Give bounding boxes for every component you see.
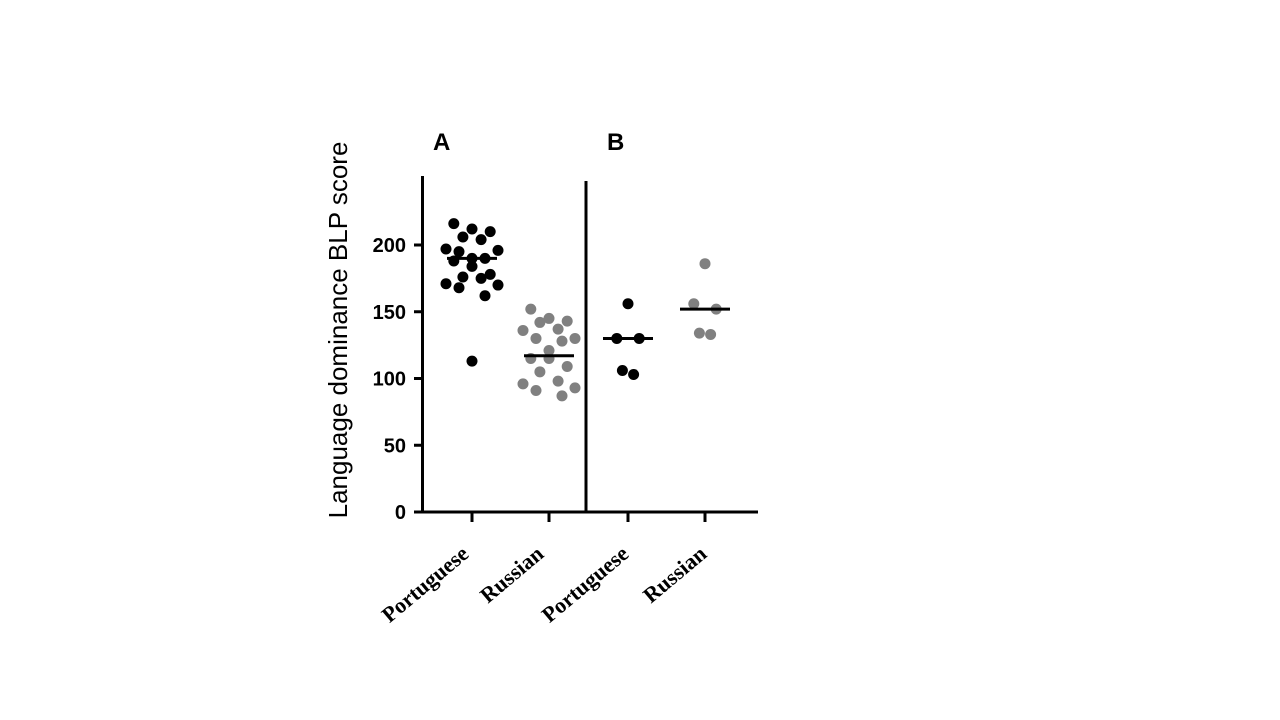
data-point [561, 360, 573, 372]
data-point [552, 375, 564, 387]
y-tick-label: 100 [373, 369, 406, 391]
data-point [616, 364, 628, 376]
data-point [453, 282, 465, 294]
y-tick-label: 150 [373, 302, 406, 324]
data-point [556, 390, 568, 402]
data-points [440, 218, 722, 402]
data-point [440, 243, 452, 255]
data-point [530, 332, 542, 344]
data-point [492, 279, 504, 291]
data-point [525, 303, 537, 315]
category-label: Portuguese [537, 541, 634, 628]
data-point [466, 355, 478, 367]
data-point [484, 268, 496, 280]
category-label: Russian [638, 541, 711, 608]
data-point [517, 378, 529, 390]
y-tick-label: 200 [373, 235, 406, 257]
data-point [534, 366, 546, 378]
data-point [475, 272, 487, 284]
data-point [466, 260, 478, 272]
data-point [543, 344, 555, 356]
data-point [699, 258, 711, 270]
category-label: Portuguese [377, 541, 474, 628]
data-point [693, 327, 705, 339]
data-point [561, 315, 573, 327]
data-point [543, 312, 555, 324]
category-label: Russian [475, 541, 548, 608]
data-point [492, 244, 504, 256]
data-point [569, 382, 581, 394]
y-tick-label: 0 [395, 502, 406, 524]
data-point [622, 298, 634, 310]
data-point [628, 368, 640, 380]
data-point [479, 290, 491, 302]
x-ticks [470, 512, 707, 522]
data-point [552, 323, 564, 335]
panel-b-label: B [607, 129, 624, 156]
data-point [705, 328, 717, 340]
panel-a-label: A [433, 129, 450, 156]
y-ticks: 0 50 100 150 200 [373, 235, 422, 524]
data-point [530, 385, 542, 397]
data-point [475, 234, 487, 246]
median-lines [447, 256, 730, 358]
data-point [466, 223, 478, 235]
y-tick-label: 50 [384, 435, 406, 457]
data-point [534, 316, 546, 328]
data-point [517, 324, 529, 336]
data-point [453, 246, 465, 258]
data-point [569, 332, 581, 344]
data-point [484, 226, 496, 238]
data-point [556, 335, 568, 347]
data-point [448, 218, 460, 230]
data-point [688, 298, 700, 310]
data-point [457, 271, 469, 283]
data-point [440, 278, 452, 290]
y-axis-label: Language dominance BLP score [323, 142, 353, 519]
data-point [457, 231, 469, 243]
